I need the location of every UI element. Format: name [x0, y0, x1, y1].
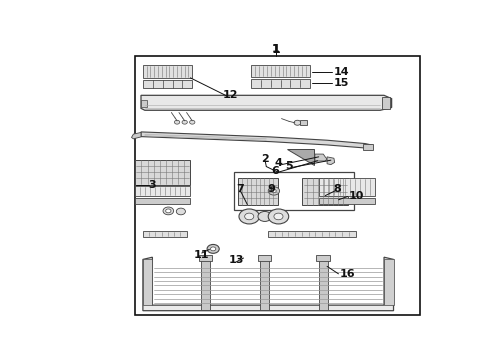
- Circle shape: [294, 120, 301, 125]
- Text: 1: 1: [272, 44, 280, 54]
- Bar: [251, 79, 310, 87]
- Circle shape: [268, 209, 289, 224]
- Bar: [143, 80, 192, 88]
- Circle shape: [182, 120, 187, 124]
- Bar: [258, 255, 271, 261]
- Text: 9: 9: [267, 184, 275, 194]
- Circle shape: [258, 211, 271, 221]
- Circle shape: [190, 120, 195, 124]
- Polygon shape: [141, 95, 392, 110]
- Text: 1: 1: [271, 43, 280, 56]
- Text: 14: 14: [334, 67, 349, 77]
- Text: 7: 7: [237, 184, 245, 194]
- Text: 5: 5: [285, 161, 293, 171]
- Circle shape: [271, 189, 276, 193]
- Text: 4: 4: [274, 158, 282, 168]
- Circle shape: [207, 244, 219, 253]
- Polygon shape: [143, 257, 393, 311]
- Circle shape: [163, 207, 173, 215]
- Bar: [143, 231, 187, 237]
- Text: 13: 13: [229, 255, 245, 265]
- Bar: [135, 56, 420, 315]
- Bar: [260, 259, 269, 310]
- Circle shape: [174, 120, 180, 124]
- Bar: [317, 255, 330, 261]
- Bar: [234, 172, 354, 210]
- Text: 8: 8: [334, 184, 342, 194]
- Bar: [363, 144, 373, 150]
- Polygon shape: [315, 154, 327, 161]
- Bar: [251, 65, 310, 77]
- Bar: [135, 186, 190, 196]
- Polygon shape: [287, 149, 314, 165]
- Circle shape: [166, 209, 171, 213]
- Polygon shape: [141, 132, 372, 149]
- Text: 2: 2: [261, 154, 269, 164]
- Bar: [201, 259, 210, 310]
- Text: 15: 15: [334, 78, 349, 89]
- Bar: [143, 65, 192, 78]
- Bar: [300, 120, 307, 125]
- Bar: [268, 231, 356, 237]
- Text: 10: 10: [349, 192, 364, 202]
- Text: 16: 16: [340, 269, 355, 279]
- Bar: [141, 100, 147, 107]
- Circle shape: [268, 187, 280, 195]
- Bar: [382, 97, 390, 109]
- Circle shape: [211, 247, 216, 251]
- Text: 12: 12: [222, 90, 238, 100]
- Circle shape: [176, 208, 185, 215]
- Text: 11: 11: [194, 250, 210, 260]
- Bar: [302, 177, 348, 205]
- Bar: [319, 178, 374, 196]
- Text: 3: 3: [148, 180, 155, 190]
- Bar: [318, 259, 328, 310]
- Bar: [319, 198, 374, 204]
- Circle shape: [245, 213, 254, 220]
- Bar: [199, 255, 212, 261]
- Circle shape: [239, 209, 260, 224]
- Bar: [135, 198, 190, 204]
- Bar: [143, 260, 152, 305]
- Circle shape: [274, 213, 283, 220]
- Polygon shape: [327, 157, 335, 165]
- Text: 6: 6: [271, 166, 279, 176]
- Bar: [384, 260, 393, 305]
- Polygon shape: [131, 132, 141, 139]
- Bar: [238, 177, 278, 205]
- Bar: [135, 159, 190, 185]
